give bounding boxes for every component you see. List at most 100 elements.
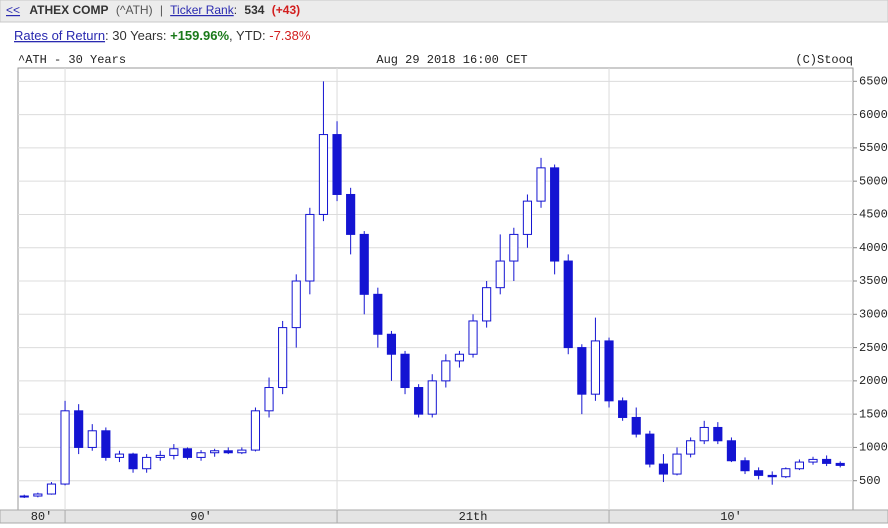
candle-body xyxy=(713,426,723,442)
candle-body xyxy=(400,353,410,389)
candle-body xyxy=(754,470,764,476)
rank: 534 xyxy=(244,3,264,17)
return-ytd: -7.38% xyxy=(269,28,311,43)
x-axis-band xyxy=(0,509,888,524)
candle-body xyxy=(101,430,111,458)
candle-body xyxy=(631,416,641,435)
candle-body xyxy=(196,452,206,458)
candle-body xyxy=(536,167,546,202)
candle-body xyxy=(114,453,125,458)
chart-credit: (C)Stooq xyxy=(795,53,853,67)
x-band-label: 90' xyxy=(190,510,212,524)
candle-body xyxy=(604,340,614,402)
candle-body xyxy=(699,426,709,442)
candle-body xyxy=(87,430,97,448)
candle-body xyxy=(305,213,315,282)
candle-body xyxy=(808,458,818,463)
candle-body xyxy=(291,280,301,329)
candle-body xyxy=(794,461,804,470)
candle-body xyxy=(60,410,70,485)
candle-body xyxy=(414,387,424,415)
candle-body xyxy=(454,353,465,362)
top-bar xyxy=(0,0,888,23)
candle-body xyxy=(781,468,791,478)
y-tick-label: 4000 xyxy=(859,241,888,255)
x-band-label: 21th xyxy=(459,510,488,524)
y-tick-label: 2500 xyxy=(859,341,888,355)
candle-body xyxy=(509,233,519,262)
y-tick-label: 1500 xyxy=(859,407,888,421)
candle-body xyxy=(155,454,165,458)
candle-body xyxy=(427,380,437,415)
candle-body xyxy=(726,440,737,462)
y-tick-label: 5000 xyxy=(859,174,888,188)
y-tick-label: 3500 xyxy=(859,274,888,288)
candle-body xyxy=(332,134,342,195)
candle-body xyxy=(237,449,247,454)
candle-body xyxy=(46,483,57,495)
candle-body xyxy=(767,474,777,478)
ytd-label: , YTD: xyxy=(229,28,269,43)
candle-body xyxy=(686,440,696,455)
candle-body xyxy=(182,448,193,458)
candle-body xyxy=(577,347,587,395)
y-tick-label: 6500 xyxy=(859,74,888,88)
candle-body xyxy=(142,456,152,470)
candle-body xyxy=(522,200,533,235)
x-band-label: 80' xyxy=(31,510,53,524)
candle-body xyxy=(74,410,84,448)
back-link[interactable]: << xyxy=(6,3,20,17)
ticker-rank-link[interactable]: Ticker Rank xyxy=(170,3,235,17)
y-tick-label: 500 xyxy=(859,474,881,488)
returns-link[interactable]: Rates of Return xyxy=(14,28,105,43)
candle-body xyxy=(590,340,601,395)
candle-body xyxy=(441,360,451,382)
x-band-label: 10' xyxy=(720,510,742,524)
candle-body xyxy=(264,387,274,412)
candle-body xyxy=(223,450,233,454)
y-tick-label: 5500 xyxy=(859,141,888,155)
candle-body xyxy=(468,320,478,355)
y-tick-label: 2000 xyxy=(859,374,888,388)
header-line: << ATHEX COMP (^ATH) | Ticker Rank: 534 … xyxy=(6,3,300,17)
candle-body xyxy=(318,134,329,215)
y-tick-label: 4500 xyxy=(859,208,888,222)
candle-body xyxy=(210,450,220,454)
candle-body xyxy=(618,400,628,418)
y-tick-label: 1000 xyxy=(859,441,888,455)
colon: : xyxy=(234,3,237,17)
chart-date: Aug 29 2018 16:00 CET xyxy=(376,53,527,67)
y-tick-label: 6000 xyxy=(859,108,888,122)
candle-body xyxy=(359,233,369,295)
index-name: ATHEX COMP xyxy=(29,3,108,17)
candle-body xyxy=(550,167,560,262)
candle-body xyxy=(373,293,383,335)
returns-period: : 30 Years: xyxy=(105,28,170,43)
y-tick-label: 3000 xyxy=(859,307,888,321)
candle-body xyxy=(169,448,179,456)
separator: | xyxy=(160,3,163,17)
rank-change: (+43) xyxy=(272,3,300,17)
candle-body xyxy=(346,193,356,235)
symbol: (^ATH) xyxy=(116,3,153,17)
candle-body xyxy=(386,333,397,355)
candle-body xyxy=(740,460,750,472)
candle-body xyxy=(645,433,655,465)
chart-title: ^ATH - 30 Years xyxy=(18,53,126,67)
candle-body xyxy=(19,495,29,498)
candle-body xyxy=(495,260,505,289)
candle-body xyxy=(658,463,669,475)
candle-body xyxy=(128,453,138,470)
candle-body xyxy=(482,287,492,322)
returns-line: Rates of Return: 30 Years: +159.96%, YTD… xyxy=(14,28,311,43)
candle-body xyxy=(672,453,682,475)
candle-body xyxy=(33,493,43,497)
candle-body xyxy=(250,410,261,451)
candle-body xyxy=(278,327,288,389)
candle-body xyxy=(563,260,573,349)
candle-body xyxy=(822,458,832,464)
return-30y: +159.96% xyxy=(170,28,229,43)
candle-body xyxy=(835,462,845,466)
